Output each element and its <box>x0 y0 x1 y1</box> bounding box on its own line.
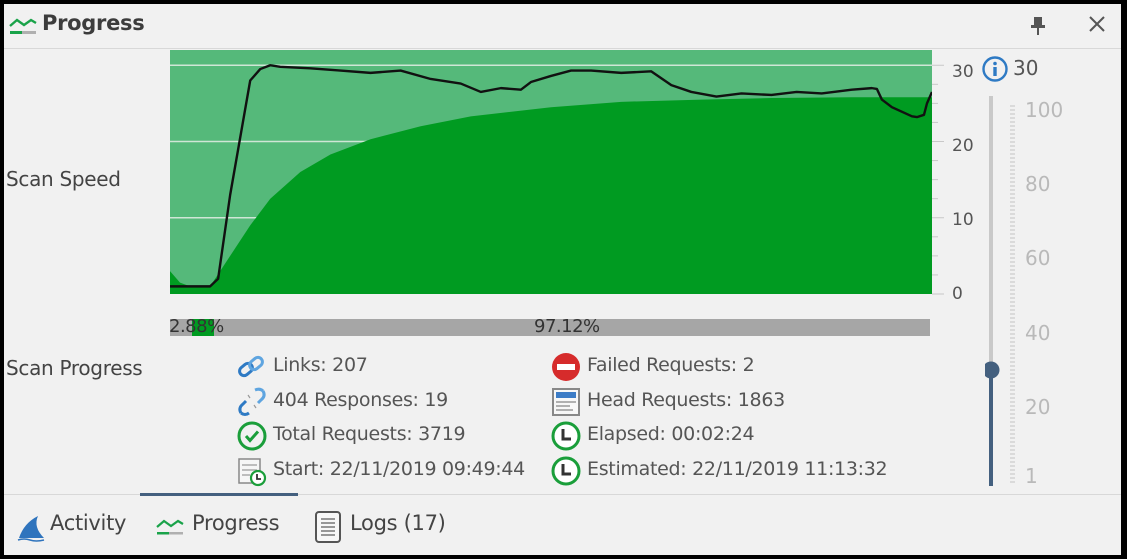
tab-logs-label: Logs (17) <box>350 511 446 535</box>
tab-logs[interactable]: Logs (17) <box>314 503 464 547</box>
slider-label-60: 60 <box>1025 246 1051 270</box>
title-bar: Progress <box>4 4 1121 49</box>
stat-failed-text: Failed Requests: 2 <box>587 354 755 376</box>
stat-elapsed-text: Elapsed: 00:02:24 <box>587 423 755 445</box>
progress-fill <box>192 319 214 336</box>
slider-track[interactable] <box>985 94 1015 494</box>
speed-limit-slider[interactable]: 100 80 60 40 20 1 <box>985 94 1063 494</box>
stat-404-text: 404 Responses: 19 <box>273 389 448 411</box>
slider-label-100: 100 <box>1025 98 1064 122</box>
broken-link-icon <box>238 387 266 416</box>
progress-done-percent: 2.88% <box>169 316 224 337</box>
bottom-tab-bar: Activity Progress Logs (17) <box>4 493 1121 556</box>
clock-icon <box>551 421 581 451</box>
stat-estimated-text: Estimated: 22/11/2019 11:13:32 <box>587 458 888 480</box>
progress-panel: Progress Scan Speed Scan Progress 30 20 … <box>4 4 1121 555</box>
slider-label-20: 20 <box>1025 395 1051 419</box>
slider-label-1: 1 <box>1025 464 1038 488</box>
scan-progress-bar: 2.88% 97.12% <box>169 316 930 337</box>
scan-progress-label: Scan Progress <box>6 356 143 380</box>
stat-start-text: Start: 22/11/2019 09:49:44 <box>273 458 525 480</box>
tab-progress-label: Progress <box>192 511 280 535</box>
slider-label-40: 40 <box>1025 321 1051 345</box>
progress-chart-icon <box>9 18 37 34</box>
log-document-icon <box>315 511 341 543</box>
shark-fin-icon <box>17 516 45 542</box>
y-axis-ticks <box>932 64 944 295</box>
document-icon <box>552 388 580 416</box>
y-max-value: 30 <box>1013 56 1039 80</box>
progress-chart-icon <box>156 519 184 535</box>
slider-label-80: 80 <box>1025 172 1051 196</box>
clock-icon <box>551 456 581 486</box>
tab-activity-label: Activity <box>50 511 127 535</box>
close-icon[interactable] <box>1084 10 1110 38</box>
y-tick-10: 10 <box>952 210 974 230</box>
stat-links-text: Links: 207 <box>273 354 368 376</box>
scan-speed-chart <box>170 50 934 295</box>
chart-plot <box>170 50 934 295</box>
average-speed-area <box>170 97 932 295</box>
calendar-clock-icon <box>238 458 267 487</box>
scan-speed-label: Scan Speed <box>6 167 121 191</box>
y-tick-30: 30 <box>952 62 974 82</box>
y-tick-0: 0 <box>952 284 963 304</box>
active-tab-indicator <box>140 493 298 496</box>
info-icon[interactable] <box>981 55 1009 83</box>
window-title: Progress <box>42 11 145 35</box>
pin-icon[interactable] <box>1026 12 1050 38</box>
y-axis: 30 20 10 0 <box>932 50 992 310</box>
no-entry-icon <box>552 353 580 381</box>
current-speed-line <box>170 64 934 288</box>
tab-progress[interactable]: Progress <box>154 503 299 547</box>
link-icon <box>238 355 264 378</box>
check-circle-icon <box>237 421 267 451</box>
tab-activity[interactable]: Activity <box>16 503 136 547</box>
y-tick-20: 20 <box>952 136 974 156</box>
slider-thumb <box>985 361 1000 379</box>
stat-head-text: Head Requests: 1863 <box>587 389 785 411</box>
progress-remaining-percent: 97.12% <box>534 316 600 337</box>
stat-total-requests-text: Total Requests: 3719 <box>273 423 466 445</box>
